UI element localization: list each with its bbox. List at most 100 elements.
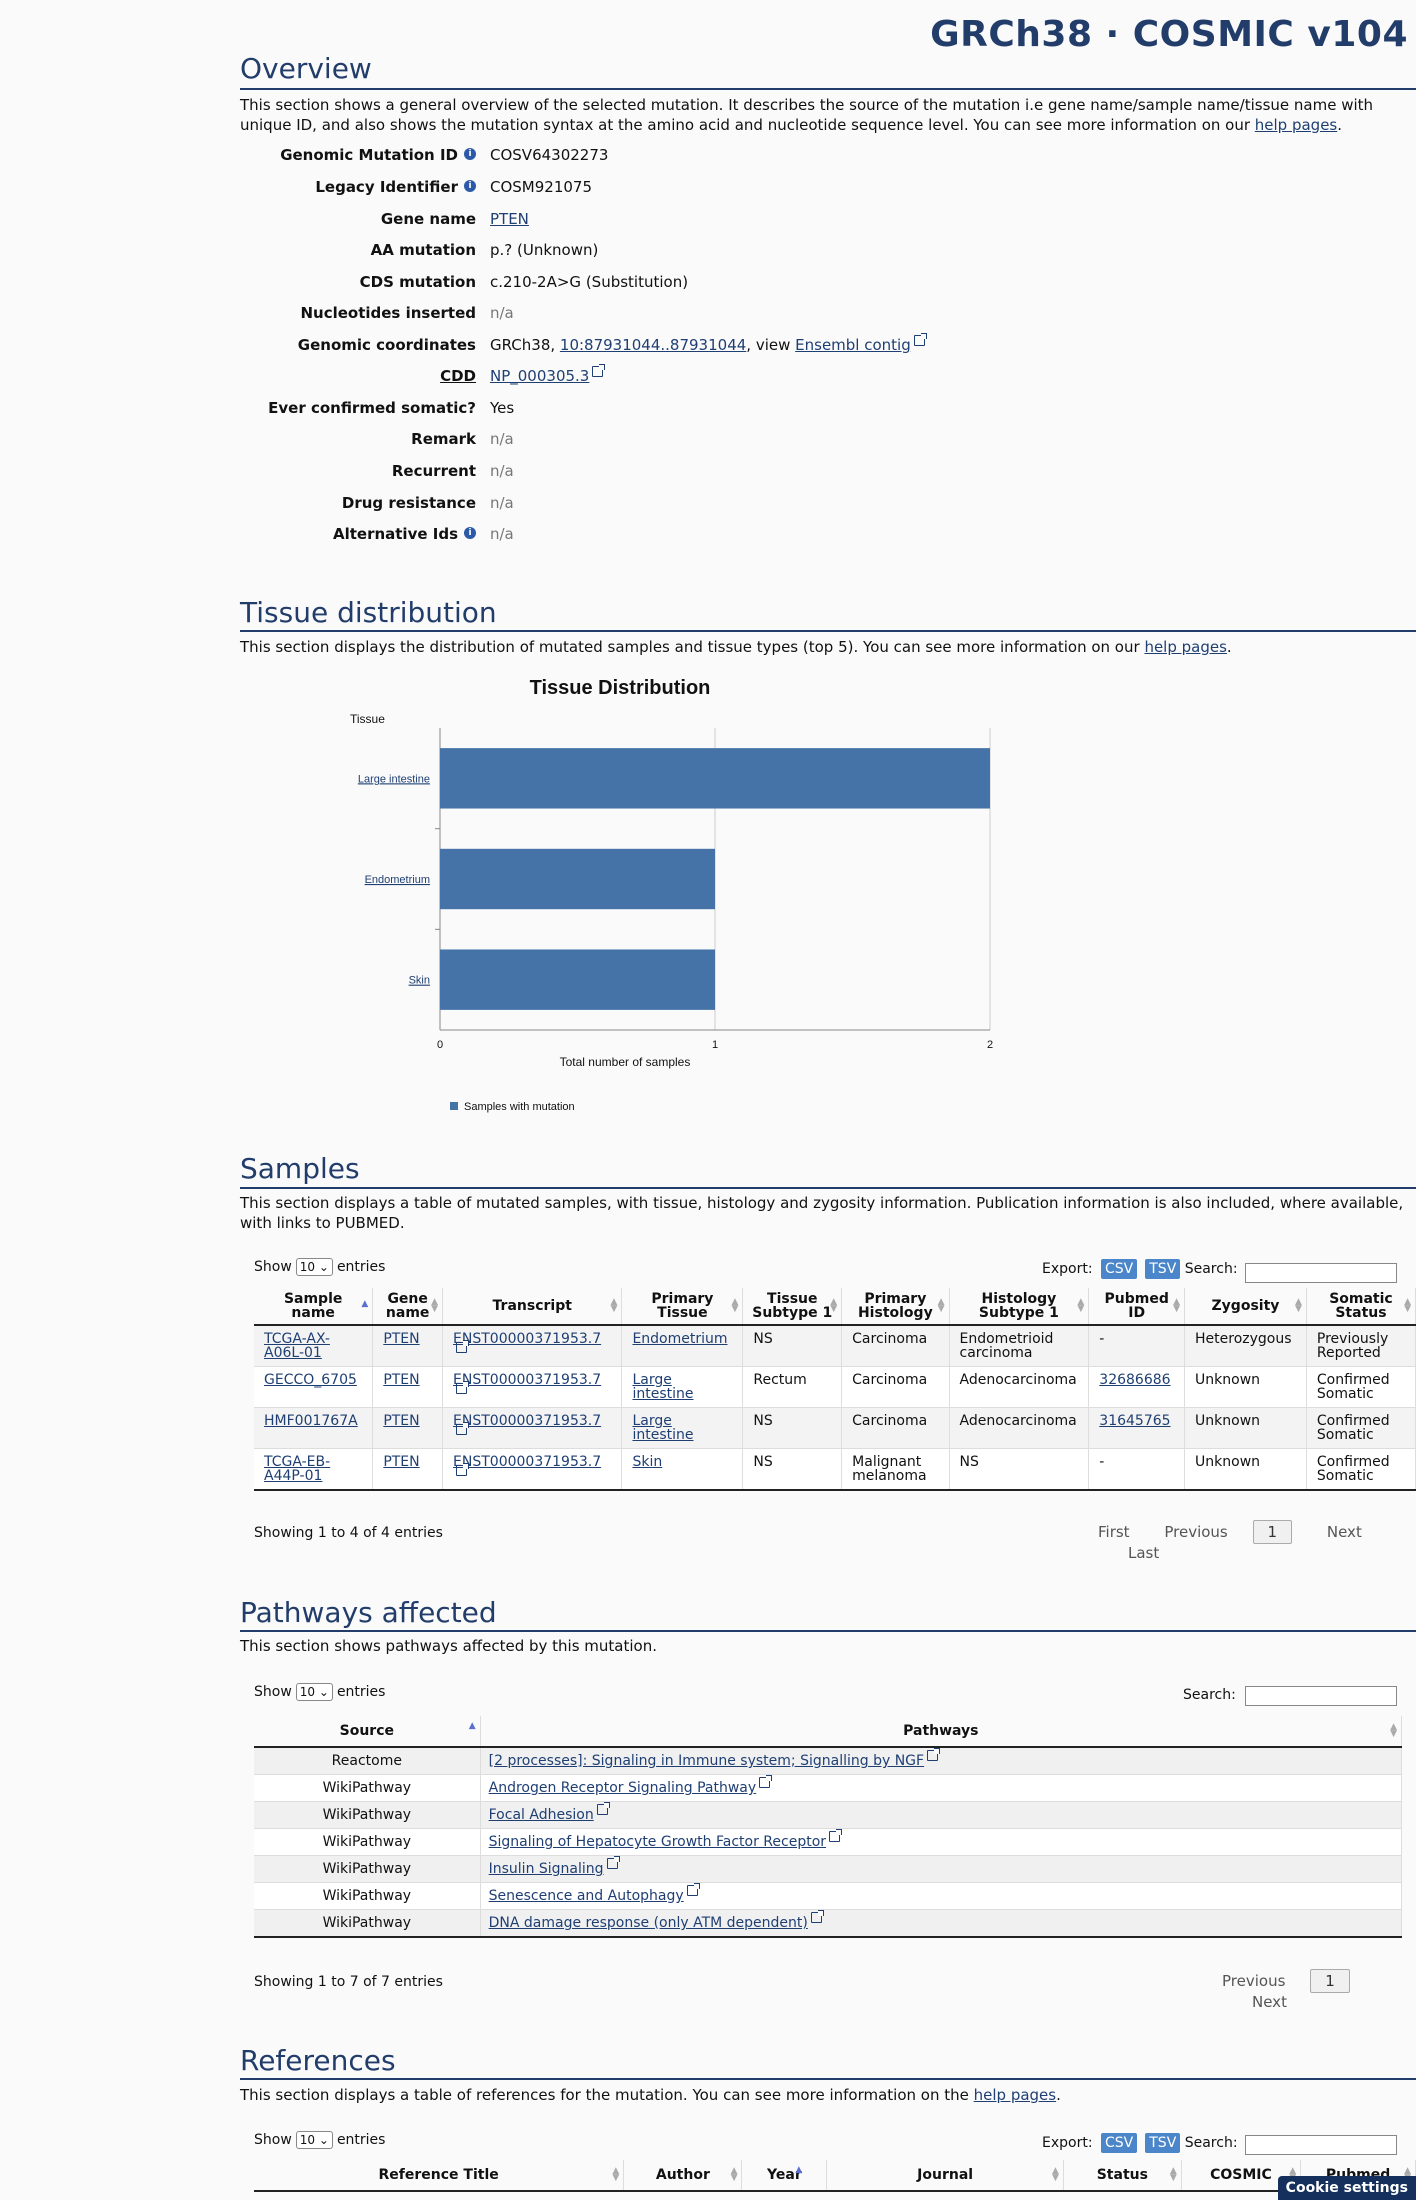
- pathway-link[interactable]: Senescence and Autophagy: [488, 1888, 684, 1904]
- samples-link-primary-tissue[interactable]: Endometrium: [632, 1331, 728, 1347]
- samples-link-primary-tissue[interactable]: Skin: [632, 1454, 663, 1470]
- samples-column-somatic-status[interactable]: Somatic Status ▲ ▼: [1306, 1288, 1416, 1326]
- chart-legend-label[interactable]: Samples with mutation: [464, 1101, 575, 1113]
- samples-column-sample-name[interactable]: Sample name ▲: [254, 1288, 374, 1326]
- info-icon[interactable]: i: [464, 527, 476, 539]
- pathways-column-source[interactable]: Source ▲: [254, 1716, 481, 1748]
- references-csv-button[interactable]: CSV: [1101, 2133, 1138, 2153]
- samples-link-transcript[interactable]: ENST00000371953.7: [453, 1454, 602, 1470]
- pathway-link[interactable]: Focal Adhesion: [488, 1807, 594, 1823]
- pathways-search-input[interactable]: [1245, 1686, 1397, 1706]
- samples-text-tissue-subtype-1: NS: [753, 1331, 773, 1347]
- samples-link-sample-name[interactable]: TCGA-EB-A44P-01: [264, 1454, 331, 1484]
- pathways-entries-select[interactable]: 10 ⌄: [295, 1683, 333, 1701]
- samples-prev-button[interactable]: Previous: [1164, 1523, 1228, 1541]
- samples-link-transcript[interactable]: ENST00000371953.7: [453, 1413, 602, 1429]
- samples-csv-button[interactable]: CSV: [1101, 1259, 1138, 1279]
- samples-link-gene-name[interactable]: PTEN: [383, 1454, 420, 1470]
- overview-link-gene-name[interactable]: PTEN: [490, 210, 529, 228]
- samples-link-primary-tissue[interactable]: Large intestine: [632, 1372, 694, 1402]
- overview-label-alternative-ids: Alternative Ids i: [240, 525, 476, 543]
- coordinates-link[interactable]: 10:87931044..87931044: [559, 336, 747, 354]
- chart-category-label-large-intestine[interactable]: Large intestine: [358, 773, 430, 785]
- references-column-journal[interactable]: Journal ▲ ▼: [826, 2160, 1064, 2192]
- samples-next-button[interactable]: Next: [1326, 1523, 1362, 1541]
- samples-link-pubmed-id[interactable]: 31645765: [1099, 1413, 1171, 1429]
- samples-text-primary-histology: Carcinoma: [852, 1331, 928, 1347]
- overview-help-link[interactable]: help pages: [1254, 116, 1338, 134]
- external-link-icon: [596, 1802, 610, 1815]
- references-search-input[interactable]: [1245, 2135, 1397, 2155]
- chart-category-label-skin[interactable]: Skin: [409, 975, 430, 987]
- pathway-link[interactable]: Insulin Signaling: [488, 1861, 604, 1877]
- samples-column-zygosity[interactable]: Zygosity ▲ ▼: [1184, 1288, 1307, 1326]
- overview-text-nucleotides-inserted: n/a: [490, 304, 514, 322]
- references-column-reference-title[interactable]: Reference Title ▲ ▼: [254, 2160, 625, 2192]
- overview-value-nucleotides-inserted: n/a: [490, 304, 514, 322]
- samples-column-pubmed-id[interactable]: Pubmed ID ▲ ▼: [1088, 1288, 1186, 1326]
- references-tsv-button[interactable]: TSV: [1145, 2133, 1181, 2153]
- pathway-link[interactable]: DNA damage response (only ATM dependent): [488, 1915, 808, 1931]
- chart-category-label-endometrium[interactable]: Endometrium: [365, 874, 430, 886]
- pathway-link[interactable]: [2 processes]: Signaling in Immune syste…: [488, 1753, 925, 1769]
- samples-link-pubmed-id[interactable]: 32686686: [1099, 1372, 1171, 1388]
- samples-last-button[interactable]: Last: [1128, 1544, 1160, 1562]
- samples-entries-select[interactable]: 10 ⌄: [295, 1258, 333, 1276]
- samples-cell-zygosity: Heterozygous: [1184, 1325, 1307, 1367]
- samples-column-tissue-subtype-1[interactable]: Tissue Subtype 1 ▲ ▼: [742, 1288, 843, 1326]
- overview-label-text: Ever confirmed somatic?: [268, 399, 476, 417]
- samples-cell-sample-name: HMF001767A: [254, 1407, 374, 1449]
- samples-link-gene-name[interactable]: PTEN: [383, 1372, 420, 1388]
- tissue-intro: This section displays the distribution o…: [240, 638, 1232, 656]
- pathways-table: Source ▲ Pathways ▲ ▼ Reactome [2 processes]:…: [254, 1716, 1403, 1938]
- samples-text-primary-histology: Malignant melanoma: [852, 1454, 927, 1484]
- references-entries-select[interactable]: 10 ⌄: [295, 2131, 333, 2149]
- samples-text-somatic-status: Confirmed Somatic: [1316, 1413, 1390, 1443]
- samples-link-sample-name[interactable]: GECCO_6705: [264, 1372, 357, 1388]
- sort-icon: ▲▼: [1173, 1297, 1181, 1314]
- samples-column-gene-name[interactable]: Gene name ▲ ▼: [372, 1288, 444, 1326]
- references-column-year[interactable]: Year ▲: [741, 2160, 828, 2192]
- cookie-settings-button[interactable]: Cookie settings: [1277, 2176, 1416, 2200]
- overview-value-ever-confirmed-somatic: Yes: [490, 399, 514, 417]
- samples-cell-tissue-subtype-1: NS: [742, 1407, 843, 1449]
- references-column-author[interactable]: Author ▲ ▼: [623, 2160, 743, 2192]
- samples-column-primary-tissue[interactable]: Primary Tissue ▲ ▼: [621, 1288, 744, 1326]
- overview-row-ever-confirmed-somatic: Ever confirmed somatic? Yes: [240, 399, 1340, 425]
- pathways-column-pathways[interactable]: Pathways ▲ ▼: [480, 1716, 1403, 1748]
- overview-row-gene-name: Gene name PTEN: [240, 210, 1340, 236]
- samples-cell-primary-histology: Carcinoma: [841, 1407, 950, 1449]
- references-intro: This section displays a table of referen…: [240, 2086, 1061, 2104]
- table-row: TCGA-EB-A44P-01 PTEN ENST00000371953.7 Skin…: [254, 1448, 1416, 1491]
- info-icon[interactable]: i: [464, 180, 476, 192]
- overview-rule: [240, 88, 1416, 90]
- samples-search-input[interactable]: [1245, 1263, 1397, 1283]
- samples-link-transcript[interactable]: ENST00000371953.7: [453, 1372, 602, 1388]
- info-icon[interactable]: i: [464, 148, 476, 160]
- ensembl-contig-link[interactable]: Ensembl contig: [795, 336, 911, 354]
- pathways-page-1-button[interactable]: 1: [1310, 1969, 1350, 1993]
- samples-column-transcript[interactable]: Transcript ▲ ▼: [442, 1288, 623, 1326]
- samples-column-histology-subtype-1[interactable]: Histology Subtype 1 ▲ ▼: [949, 1288, 1090, 1326]
- references-help-link[interactable]: help pages: [973, 2086, 1057, 2104]
- samples-cell-zygosity: Unknown: [1184, 1407, 1307, 1449]
- tissue-help-link[interactable]: help pages: [1144, 638, 1227, 656]
- samples-tsv-button[interactable]: TSV: [1145, 1259, 1181, 1279]
- samples-link-transcript[interactable]: ENST00000371953.7: [453, 1331, 602, 1347]
- pathways-prev-button[interactable]: Previous: [1222, 1972, 1286, 1990]
- pathways-next-button[interactable]: Next: [1252, 1993, 1287, 2011]
- samples-link-primary-tissue[interactable]: Large intestine: [632, 1413, 694, 1443]
- samples-link-sample-name[interactable]: TCGA-AX-A06L-01: [264, 1331, 330, 1361]
- samples-first-button[interactable]: First: [1098, 1523, 1130, 1541]
- samples-column-primary-histology[interactable]: Primary Histology ▲ ▼: [841, 1288, 950, 1326]
- samples-link-sample-name[interactable]: HMF001767A: [264, 1413, 358, 1429]
- pathway-link[interactable]: Signaling of Hepatocyte Growth Factor Re…: [488, 1834, 827, 1850]
- samples-page-1-button[interactable]: 1: [1252, 1520, 1293, 1544]
- overview-label-text: Genomic Mutation ID: [280, 146, 458, 164]
- references-column-status[interactable]: Status ▲ ▼: [1063, 2160, 1182, 2192]
- external-link-icon: [829, 1829, 843, 1842]
- overview-link-cdd[interactable]: NP_000305.3: [490, 367, 590, 385]
- samples-link-gene-name[interactable]: PTEN: [383, 1413, 420, 1429]
- samples-link-gene-name[interactable]: PTEN: [383, 1331, 420, 1347]
- pathway-link[interactable]: Androgen Receptor Signaling Pathway: [488, 1780, 757, 1796]
